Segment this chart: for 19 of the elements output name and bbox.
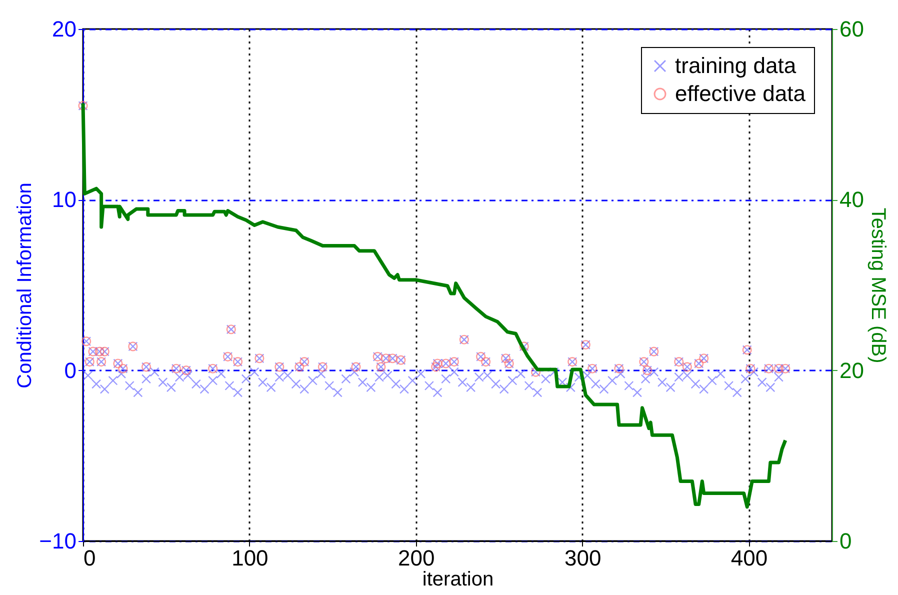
y2-tick-label: 40 — [840, 187, 864, 212]
x-tick-label: 100 — [232, 546, 268, 570]
legend-label: training data — [675, 53, 797, 78]
y2-tick-label: 20 — [840, 358, 864, 383]
y2-tick-label: 60 — [840, 16, 864, 42]
y-tick-label: 10 — [52, 187, 76, 212]
x-tick-label: 0 — [84, 546, 96, 570]
x-tick-label: 400 — [730, 546, 768, 570]
y-axis-title: Conditional Information — [14, 182, 36, 388]
x-tick-label: 300 — [564, 546, 602, 570]
y2-axis-title: Testing MSE (dB) — [866, 208, 889, 364]
line-series — [81, 101, 788, 509]
y-tick-label: 0 — [64, 358, 76, 383]
y2-tick-label: 0 — [840, 528, 852, 554]
x-axis-title: iteration — [422, 568, 494, 590]
y-tick-label: −10 — [39, 528, 76, 554]
x-tick-label: 200 — [398, 546, 435, 570]
legend-label: effective data — [675, 81, 806, 106]
y-tick-label: 20 — [52, 16, 76, 42]
